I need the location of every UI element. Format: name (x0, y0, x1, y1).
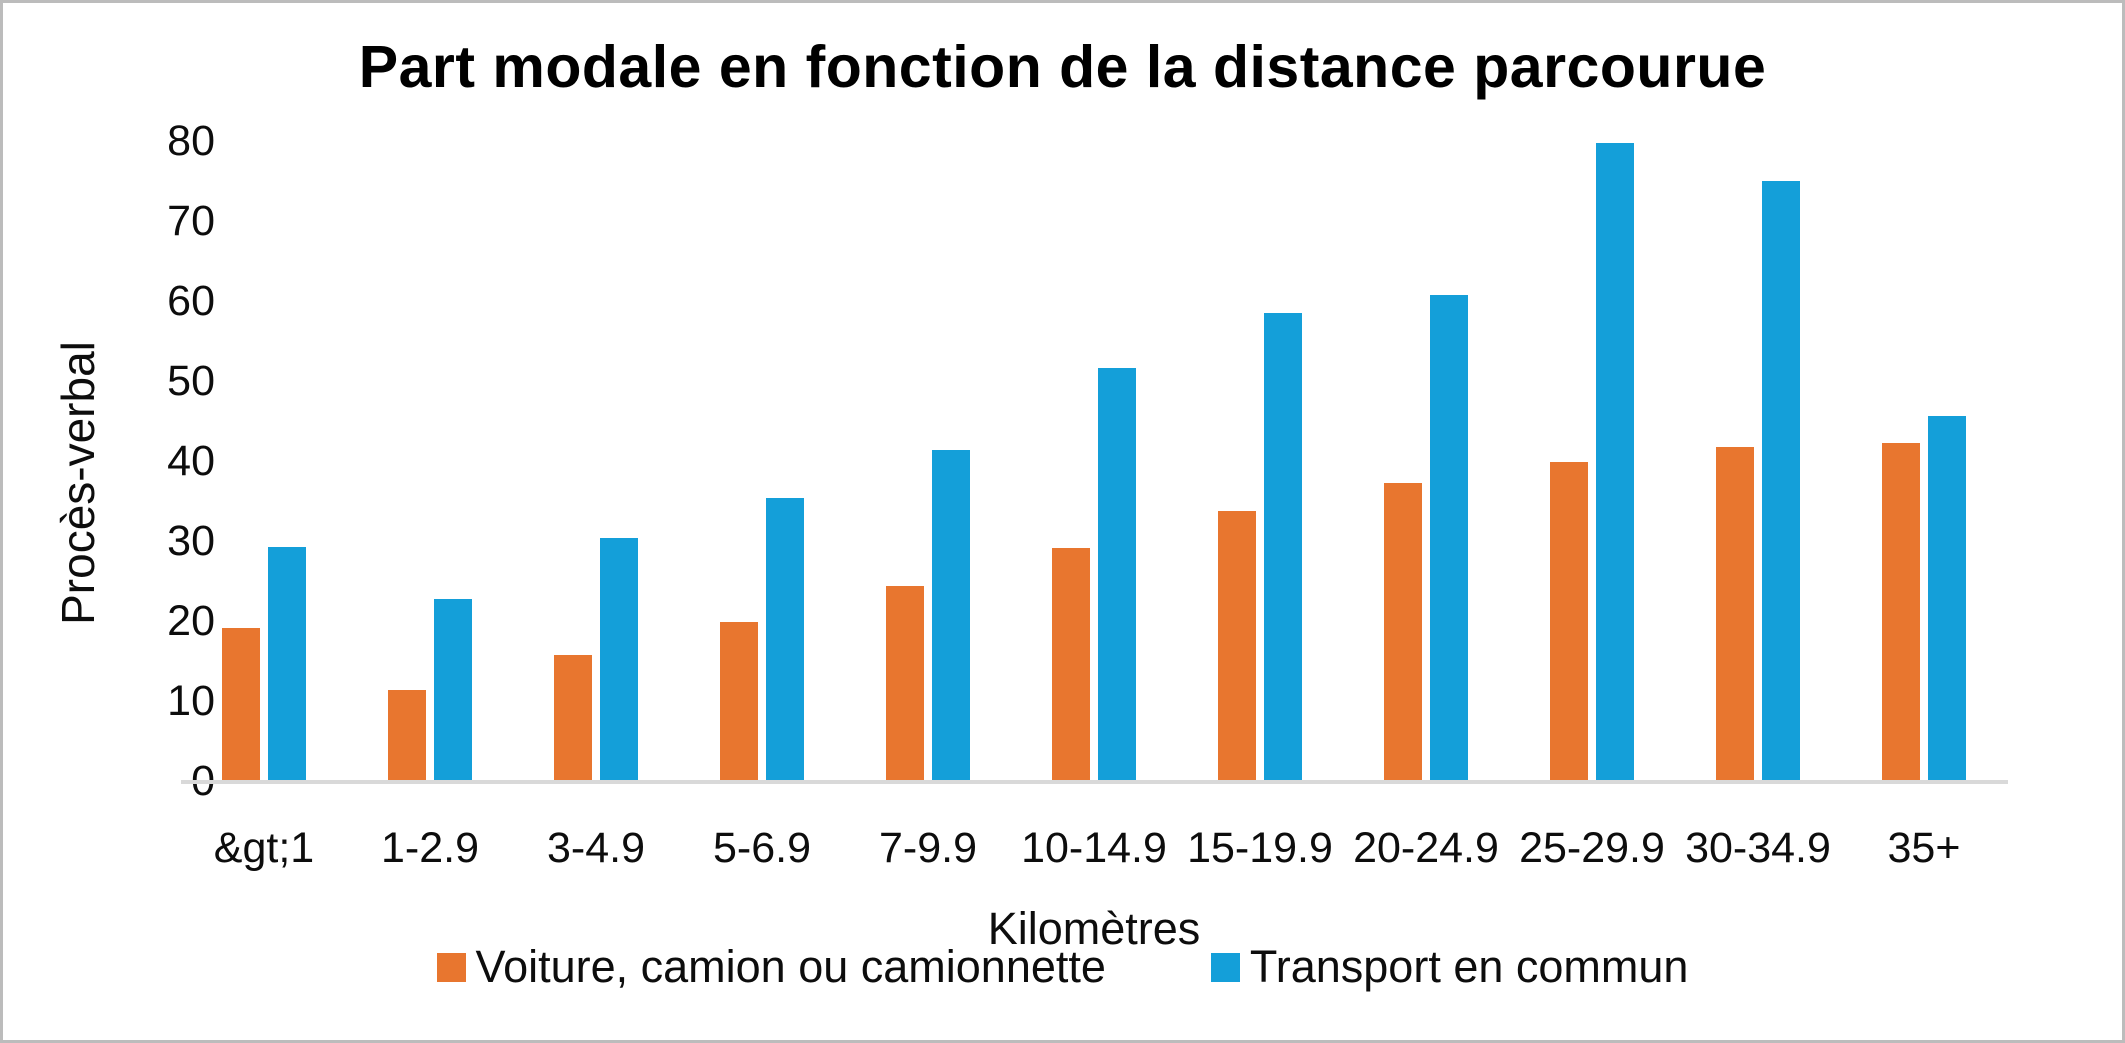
bar-voiture-1 (388, 689, 426, 781)
legend-item-transport: Transport en commun (1210, 941, 1689, 993)
x-tick-label: &gt;1 (213, 824, 315, 872)
bar-voiture-2 (554, 655, 592, 781)
legend-label-voiture: Voiture, camion ou camionnette (475, 941, 1106, 992)
y-tick-label: 50 (167, 357, 215, 405)
bar-transport-1 (434, 598, 472, 781)
x-tick-label: 20-24.9 (1353, 824, 1499, 872)
bar-voiture-7 (1384, 482, 1422, 781)
bar-transport-6 (1264, 313, 1302, 781)
bar-voiture-9 (1716, 446, 1754, 781)
bar-voiture-5 (1052, 548, 1090, 781)
bar-transport-8 (1596, 143, 1634, 781)
bar-transport-0 (268, 546, 306, 781)
legend: Voiture, camion ou camionnette Transport… (3, 941, 2122, 993)
x-tick-label: 35+ (1887, 824, 1961, 872)
bar-voiture-4 (886, 585, 924, 781)
y-tick-label: 70 (167, 197, 215, 245)
bar-transport-9 (1762, 181, 1800, 781)
legend-item-voiture: Voiture, camion ou camionnette (436, 941, 1106, 993)
y-tick-label: 10 (167, 677, 215, 725)
legend-label-transport: Transport en commun (1249, 941, 1689, 992)
bar-voiture-8 (1550, 461, 1588, 781)
y-tick-label: 80 (167, 117, 215, 165)
x-tick-label: 25-29.9 (1519, 824, 1665, 872)
x-tick-label: 7-9.9 (878, 824, 977, 872)
bar-voiture-3 (720, 621, 758, 781)
y-tick-label: 40 (167, 437, 215, 485)
legend-marker-voiture-icon (436, 952, 466, 982)
x-tick-label: 30-34.9 (1685, 824, 1831, 872)
bar-transport-10 (1928, 416, 1966, 781)
bar-voiture-0 (222, 628, 260, 781)
bar-voiture-10 (1882, 443, 1920, 781)
bar-transport-4 (932, 449, 970, 781)
x-tick-label: 15-19.9 (1187, 824, 1333, 872)
x-tick-label: 10-14.9 (1021, 824, 1167, 872)
x-axis-title: Kilomètres (987, 903, 1201, 954)
y-tick-label: 60 (167, 277, 215, 325)
x-axis-line (181, 780, 2008, 784)
legend-marker-transport-icon (1210, 952, 1240, 982)
bar-transport-7 (1430, 295, 1468, 781)
bar-transport-2 (600, 537, 638, 781)
y-tick-label: 20 (167, 597, 215, 645)
chart-title: Part modale en fonction de la distance p… (358, 34, 1767, 100)
x-tick-label: 1-2.9 (380, 824, 479, 872)
x-tick-label: 5-6.9 (712, 824, 811, 872)
x-tick-label: 3-4.9 (546, 824, 645, 872)
bar-transport-5 (1098, 368, 1136, 781)
bar-voiture-6 (1218, 510, 1256, 781)
y-tick-label: 30 (167, 517, 215, 565)
bar-transport-3 (766, 497, 804, 781)
